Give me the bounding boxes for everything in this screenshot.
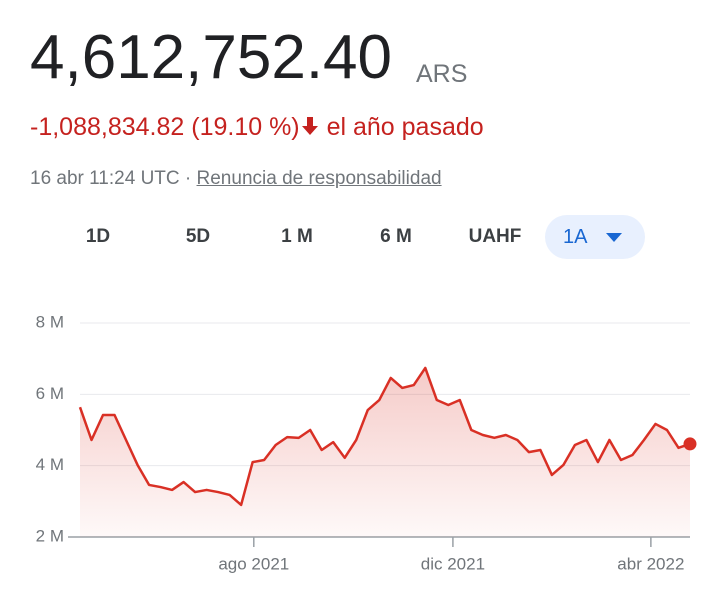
down-arrow — [301, 117, 318, 135]
change-line: -1,088,834.82 (19.10 %) el año pasado — [30, 113, 484, 142]
tab[interactable]: 5D — [185, 226, 211, 247]
dropdown-icon — [605, 233, 622, 242]
tab-selected[interactable]: 1A — [545, 215, 645, 259]
disclaimer-link[interactable]: Renuncia de responsabilidad — [196, 168, 442, 189]
price-line — [78, 366, 691, 507]
change: -1,088,834.82 — [30, 113, 185, 141]
tab-label: 1A — [563, 226, 587, 248]
timestamp: 16 abr 11:24 UTC — [30, 168, 180, 189]
y-tick-label: 8 M — [36, 312, 64, 331]
x-tick-label: dic 2021 — [421, 554, 485, 573]
x-tick-label: abr 2022 — [617, 554, 684, 573]
last-point — [683, 437, 697, 451]
y-tick-label: 2 M — [36, 526, 64, 545]
y-tick-label: 6 M — [36, 384, 64, 403]
y-tick-label: 4 M — [36, 455, 64, 474]
currency: ARS — [416, 60, 468, 88]
meta: 16 abr 11:24 UTC · Renuncia de responsab… — [30, 168, 442, 190]
period: el año pasado — [326, 113, 484, 141]
x-tick-label: ago 2021 — [218, 554, 289, 573]
separator: · — [184, 168, 192, 189]
tab[interactable]: 6 M — [380, 226, 412, 247]
area — [80, 367, 690, 537]
price: 4,612,752.40 — [30, 23, 393, 92]
tab[interactable]: 1D — [85, 226, 111, 247]
change-pct: (19.10 %) — [191, 113, 300, 141]
tab[interactable]: UAHF — [468, 226, 522, 247]
tab[interactable]: 1 M — [281, 226, 313, 247]
